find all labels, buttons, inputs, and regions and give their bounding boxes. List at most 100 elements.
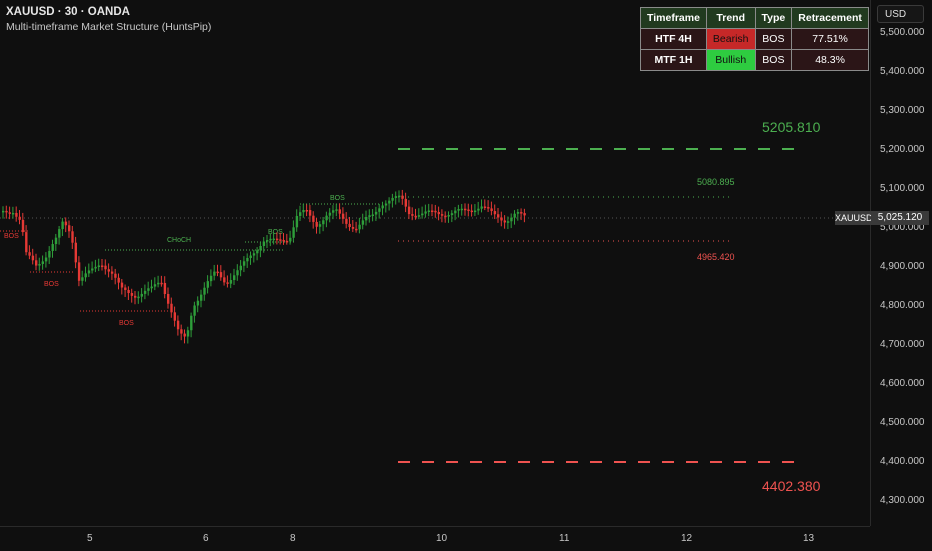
candle-body <box>460 208 464 211</box>
candle-body <box>325 215 328 221</box>
candle-body <box>368 215 371 218</box>
candle-body <box>8 212 11 214</box>
candle-body <box>127 289 130 294</box>
candle-body <box>170 303 173 313</box>
candle-body <box>183 333 186 337</box>
time-label: 8 <box>290 533 296 544</box>
candle-body <box>11 212 15 215</box>
candle-body <box>256 250 259 254</box>
candle-body <box>68 225 71 232</box>
price-tick: 5,300.000 <box>880 105 925 116</box>
candle-body <box>464 208 467 211</box>
indicator-title: Multi-timeframe Market Structure (HuntsP… <box>6 21 212 33</box>
candle-body <box>424 211 427 214</box>
candle-body <box>431 210 434 213</box>
price-tick: 4,700.000 <box>880 339 925 350</box>
candle-body <box>454 210 457 214</box>
market-structure-table: Timeframe Trend Type Retracement HTF 4H … <box>640 7 869 71</box>
time-label: 10 <box>436 533 448 544</box>
candle-body <box>523 213 526 216</box>
candle-body <box>143 290 147 294</box>
time-scale[interactable] <box>0 526 870 551</box>
header-retracement: Retracement <box>791 7 869 29</box>
candle-body <box>216 271 219 274</box>
candle-body <box>351 226 355 229</box>
candles <box>2 189 526 344</box>
candle-body <box>200 294 203 301</box>
candle-body <box>335 209 338 211</box>
candle-body <box>91 268 94 271</box>
table-header-row: Timeframe Trend Type Retracement <box>640 7 869 29</box>
candle-body <box>44 257 48 262</box>
candle-body <box>21 219 25 233</box>
price-tick: 5,000.000 <box>880 222 925 233</box>
time-label: 13 <box>803 533 815 544</box>
candle-body <box>315 221 318 227</box>
candle-body <box>355 228 358 231</box>
candle-body <box>487 207 490 209</box>
candle-body <box>272 238 275 241</box>
candle-body <box>289 237 292 242</box>
candle-body <box>203 287 206 295</box>
candle-body <box>213 271 216 276</box>
candle-body <box>371 214 374 217</box>
cell-retracement: 77.51% <box>791 28 869 50</box>
candle-body <box>137 296 140 299</box>
candle-body <box>114 273 117 278</box>
candle-body <box>246 257 249 262</box>
candle-body <box>384 203 388 206</box>
candle-body <box>388 200 391 204</box>
candle-body <box>341 213 345 219</box>
currency-button[interactable]: USD <box>877 5 924 23</box>
header-trend: Trend <box>705 7 756 29</box>
candle-body <box>483 206 487 208</box>
candle-body <box>38 263 41 266</box>
candle-body <box>450 213 454 216</box>
candle-body <box>180 329 183 334</box>
candle-body <box>500 217 503 221</box>
candle-body <box>503 220 506 223</box>
symbol-price-label: XAUUSD <box>835 211 873 225</box>
candle-body <box>249 255 252 258</box>
price-tick: 4,500.000 <box>880 417 925 428</box>
candle-body <box>398 195 401 198</box>
mtf-low-label: 4965.420 <box>697 252 735 262</box>
candle-body <box>206 281 209 288</box>
candle-body <box>477 208 480 211</box>
candle-body <box>209 275 213 282</box>
candle-body <box>470 210 473 213</box>
candle-body <box>124 287 127 290</box>
price-scale[interactable] <box>870 0 932 526</box>
candle-body <box>308 210 312 216</box>
candle-body <box>473 210 477 213</box>
candle-body <box>285 240 289 243</box>
candle-body <box>5 210 8 213</box>
cell-type: BOS <box>754 49 793 71</box>
candle-body <box>54 237 58 245</box>
candle-body <box>299 212 302 216</box>
candle-body <box>328 212 332 216</box>
candle-body <box>394 196 398 198</box>
candle-body <box>120 282 124 288</box>
candle-body <box>457 209 460 211</box>
bos-label: BOS <box>44 281 59 288</box>
candle-body <box>391 197 394 201</box>
chart-area[interactable]: 5205.810 4402.380 5080.895 4965.420 BOS … <box>0 0 870 526</box>
candle-body <box>81 277 84 281</box>
price-tick: 4,900.000 <box>880 261 925 272</box>
candle-body <box>94 266 97 269</box>
candle-body <box>417 215 421 217</box>
candle-body <box>107 269 110 272</box>
candle-body <box>58 229 61 238</box>
candle-body <box>332 210 335 213</box>
candle-body <box>279 239 282 241</box>
cell-trend: Bullish <box>705 49 756 71</box>
bos-label: BOS <box>268 229 283 236</box>
time-label: 11 <box>559 533 570 544</box>
candle-body <box>176 320 180 330</box>
candle-body <box>252 253 256 256</box>
mtf-high-label: 5080.895 <box>697 177 735 187</box>
candle-body <box>295 215 299 228</box>
candle-body <box>348 223 351 227</box>
candle-body <box>229 280 233 284</box>
